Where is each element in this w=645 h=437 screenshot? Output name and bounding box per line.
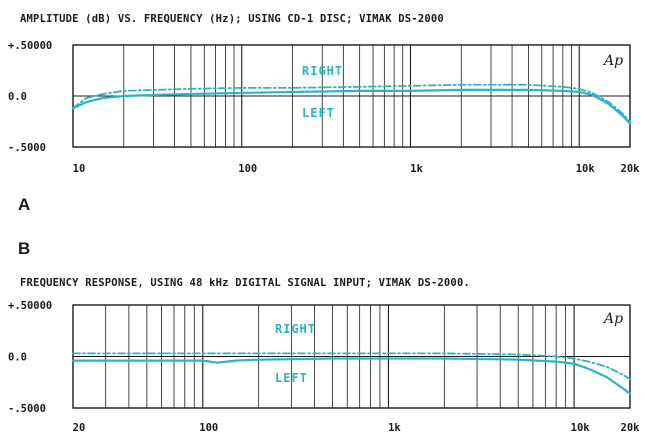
- panel-a-ap-logo: Ap: [602, 53, 623, 69]
- y-tick-label: +.50000: [8, 300, 52, 312]
- x-tick-label: 20: [73, 422, 86, 434]
- y-tick-label: -.5000: [8, 142, 46, 154]
- panel-b-y-tick-labels: +.50000 0.0 -.5000: [8, 300, 52, 415]
- panel-a-label: A: [18, 195, 30, 214]
- panel-a: AMPLITUDE (dB) VS. FREQUENCY (Hz); USING…: [8, 13, 640, 214]
- panel-a-right-label: RIGHT: [302, 64, 343, 78]
- series-line-right: [72, 83, 631, 123]
- panel-a-y-tick-labels: +.50000 0.0 -.5000: [8, 40, 52, 154]
- panel-b-title: FREQUENCY RESPONSE, USING 48 kHz DIGITAL…: [20, 277, 470, 289]
- x-tick-label: 20k: [621, 163, 641, 175]
- panel-b: B FREQUENCY RESPONSE, USING 48 kHz DIGIT…: [8, 239, 640, 434]
- x-tick-label: 10k: [576, 163, 596, 175]
- panel-a-gridlines: [73, 45, 630, 147]
- panel-a-x-tick-labels: 10 100 1k 10k 20k: [73, 163, 640, 175]
- y-tick-label: 0.0: [8, 91, 27, 103]
- panel-a-title: AMPLITUDE (dB) VS. FREQUENCY (Hz); USING…: [20, 13, 444, 25]
- x-tick-label: 100: [199, 422, 218, 434]
- x-tick-label: 100: [238, 163, 257, 175]
- series-line-right: [72, 352, 631, 381]
- panel-b-x-tick-labels: 20 100 1k 10k 20k: [73, 422, 640, 434]
- panel-b-gridlines: [73, 305, 630, 408]
- x-tick-label: 10: [73, 163, 86, 175]
- series-line-left: [71, 88, 632, 125]
- x-tick-label: 1k: [410, 163, 423, 175]
- panel-b-label: B: [18, 239, 30, 258]
- panel-b-ap-logo: Ap: [602, 311, 623, 327]
- series-line-left: [71, 357, 632, 395]
- panel-a-left-label: LEFT: [302, 106, 335, 120]
- x-tick-label: 10k: [571, 422, 591, 434]
- x-tick-label: 1k: [388, 422, 401, 434]
- x-tick-label: 20k: [621, 422, 641, 434]
- panel-b-left-label: LEFT: [275, 371, 308, 385]
- panel-b-right-label: RIGHT: [275, 322, 316, 336]
- y-tick-label: -.5000: [8, 403, 46, 415]
- y-tick-label: 0.0: [8, 352, 27, 364]
- panel-b-series: [71, 352, 632, 395]
- panel-a-series: [71, 83, 632, 125]
- y-tick-label: +.50000: [8, 40, 52, 52]
